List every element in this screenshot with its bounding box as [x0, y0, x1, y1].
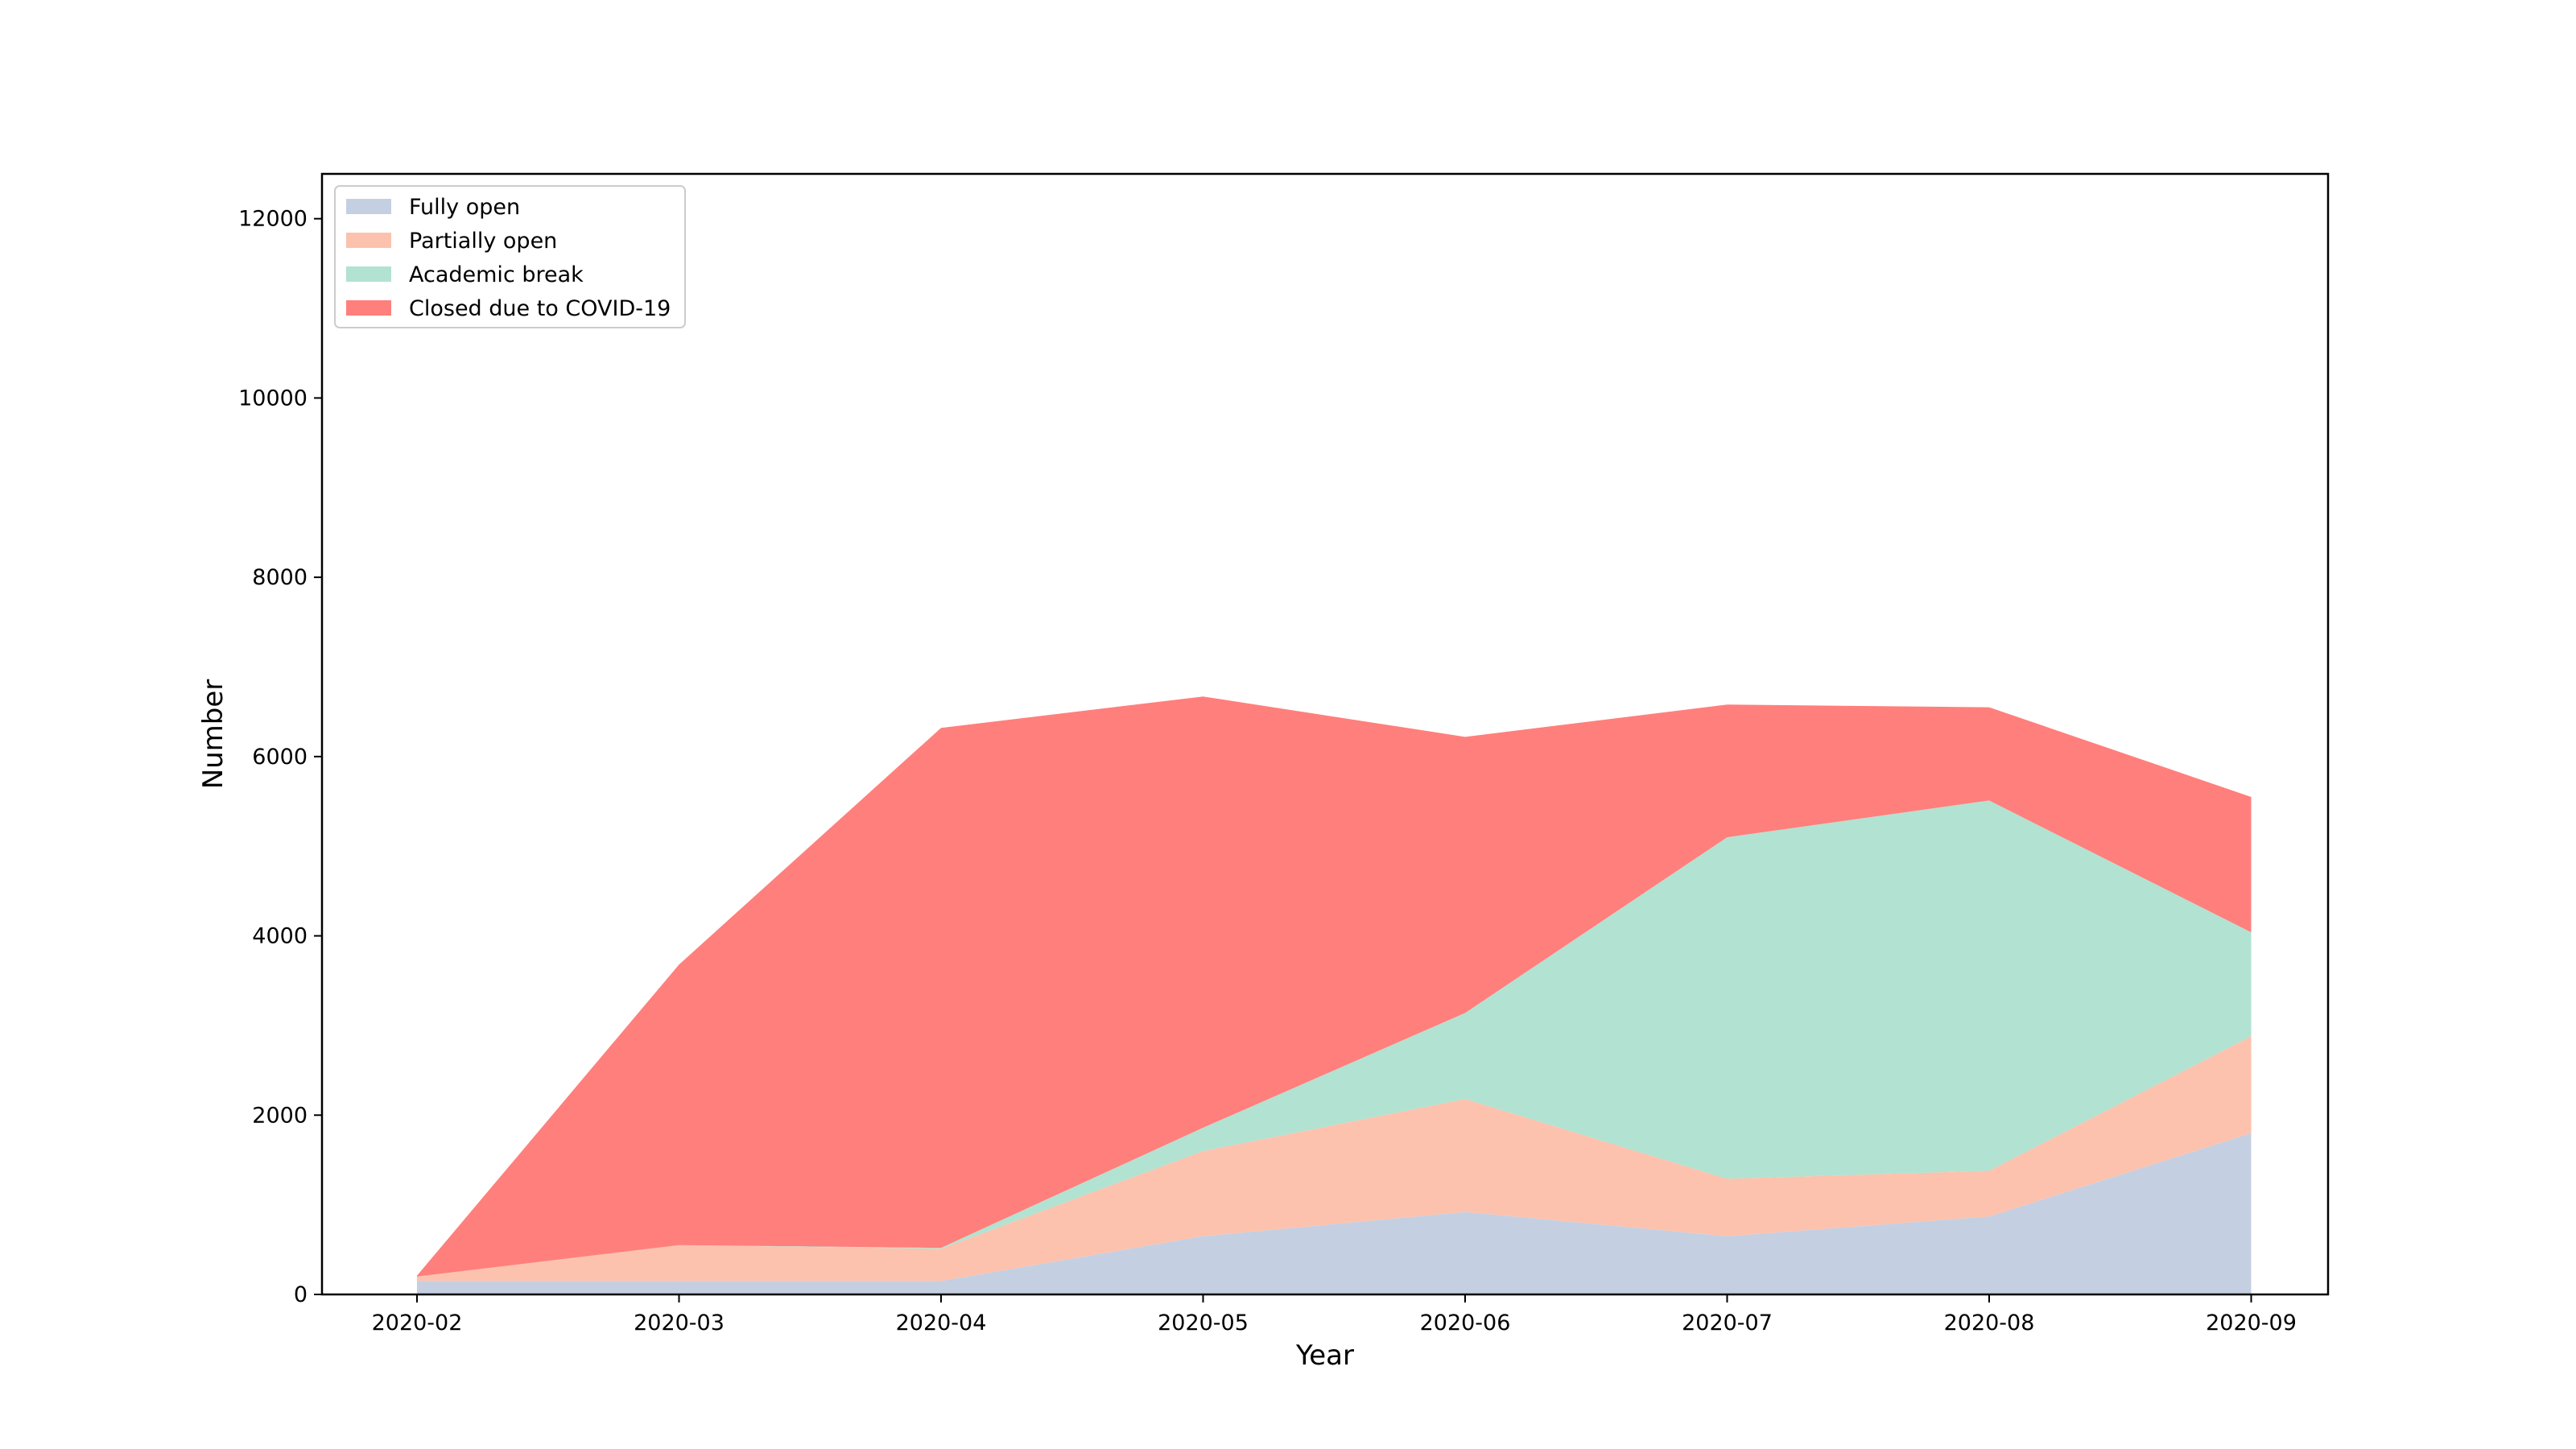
plot-frame [320, 172, 2330, 1296]
legend-label: Fully open [409, 195, 520, 220]
y-axis: 0 2000 4000 6000 8000 10000 12000 [238, 207, 322, 1307]
x-tick-label: 2020-04 [896, 1311, 987, 1335]
legend-label: Academic break [409, 262, 584, 287]
legend: Fully open Partially open Academic break Cl… [334, 185, 686, 328]
x-axis: 2020-02 2020-03 2020-04 2020-05 2020-06 2020-… [372, 1294, 2297, 1335]
legend-swatch [346, 233, 391, 248]
y-tick-label: 10000 [238, 386, 308, 411]
x-tick-label: 2020-08 [1944, 1311, 2035, 1335]
x-tick-label: 2020-06 [1420, 1311, 1511, 1335]
area-series-group [417, 696, 2252, 1294]
y-axis-label: Number [197, 679, 229, 790]
legend-label: Partially open [409, 229, 557, 254]
x-tick-label: 2020-09 [2206, 1311, 2297, 1335]
legend-swatch [346, 300, 391, 316]
x-tick-label: 2020-02 [372, 1311, 463, 1335]
x-tick-label: 2020-05 [1158, 1311, 1249, 1335]
area-fully-open [417, 1133, 2252, 1294]
y-tick-label: 6000 [252, 745, 308, 770]
y-tick-label: 0 [294, 1282, 308, 1307]
y-tick-label: 2000 [252, 1103, 308, 1128]
legend-box [334, 185, 686, 328]
y-tick-label: 4000 [252, 924, 308, 949]
legend-swatch [346, 199, 391, 214]
area-partially-open [417, 1036, 2252, 1282]
y-tick-label: 12000 [238, 207, 308, 232]
area-academic-break [417, 800, 2252, 1277]
x-tick-label: 2020-07 [1682, 1311, 1773, 1335]
area-closed-due-to-covid-19 [417, 696, 2252, 1277]
y-tick-label: 8000 [252, 565, 308, 590]
x-tick-label: 2020-03 [634, 1311, 724, 1335]
legend-swatch [346, 266, 391, 282]
x-axis-label: Year [1295, 1340, 1354, 1372]
legend-label: Closed due to COVID-19 [409, 296, 671, 321]
